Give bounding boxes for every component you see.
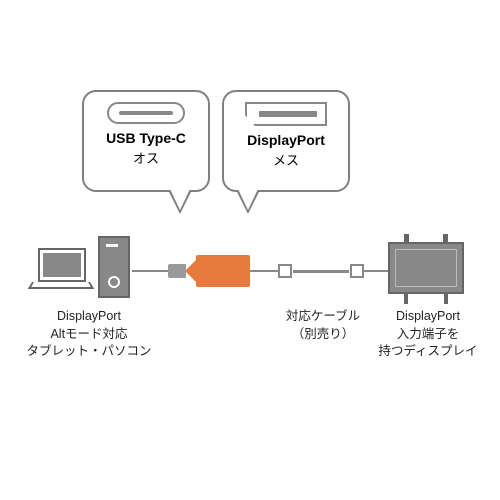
connection-line-3 [364,270,388,272]
usbc-port-icon [107,102,185,124]
connection-line-2 [250,270,278,272]
label-display-text: DisplayPort入力端子を持つディスプレイ [378,309,477,358]
dp-port-icon [245,102,327,126]
label-display: DisplayPort入力端子を持つディスプレイ [376,308,480,361]
label-cable-text: 対応ケーブル（別売り） [286,309,360,341]
callout-dp-tail-fill [238,189,258,210]
label-source-text: DisplayPortAltモード対応タブレット・パソコン [26,309,151,358]
pc-tower-icon [98,236,130,298]
callout-dp: DisplayPort メス [222,90,350,192]
callout-usbc-tail-fill [170,189,190,210]
connection-line-1 [132,270,168,272]
callout-dp-title: DisplayPort [232,132,340,148]
display-icon [388,242,464,294]
adapter-icon [168,255,250,287]
laptop-icon [38,248,90,290]
callout-dp-sub: メス [232,150,340,169]
callout-usbc-title: USB Type-C [92,130,200,146]
callout-usbc-sub: オス [92,148,200,167]
cable-icon [278,262,364,280]
callout-usbc: USB Type-C オス [82,90,210,192]
label-cable: 対応ケーブル（別売り） [278,308,368,343]
label-source: DisplayPortAltモード対応タブレット・パソコン [24,308,154,361]
